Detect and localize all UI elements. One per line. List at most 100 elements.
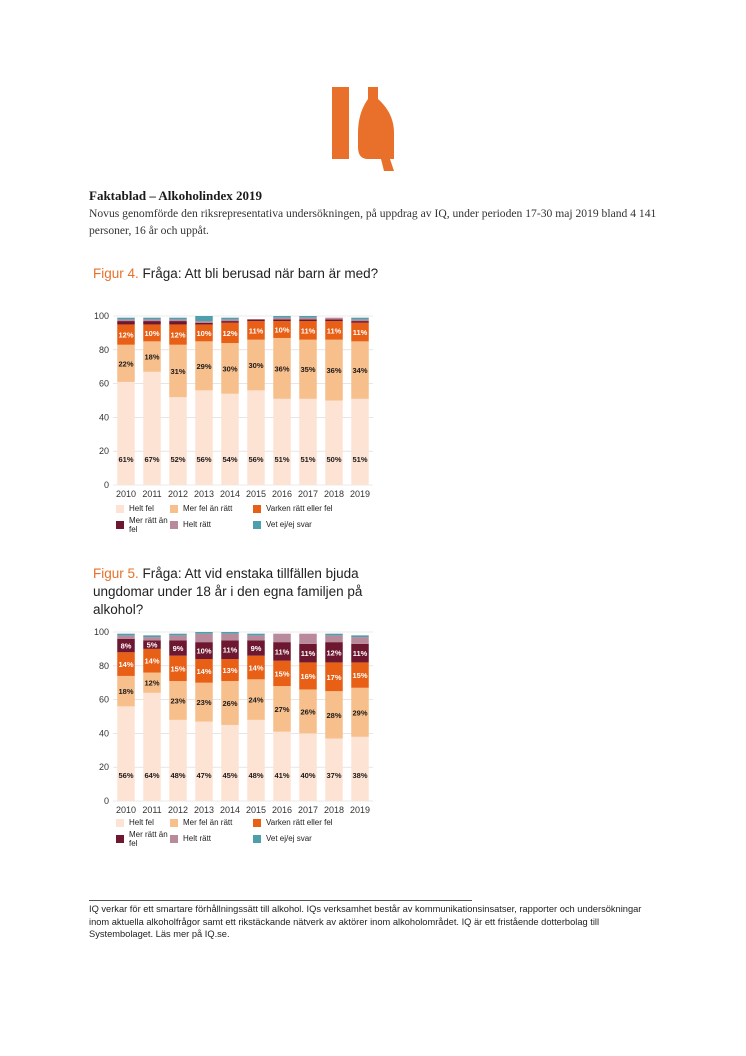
document-intro: Novus genomförde den riksrepresentativa … — [89, 207, 657, 237]
bar-segment — [325, 633, 343, 636]
bar-segment — [221, 321, 239, 323]
data-label: 26% — [300, 707, 315, 716]
bar-segment — [195, 324, 213, 342]
legend-swatch — [116, 818, 124, 827]
bar-segment — [143, 692, 161, 801]
bar-segment — [117, 706, 135, 801]
bar-segment — [273, 633, 291, 643]
data-label: 37% — [326, 771, 341, 780]
data-label: 14% — [144, 657, 159, 666]
bar-segment — [169, 719, 187, 801]
bar-segment — [169, 655, 187, 682]
bar-segment — [117, 652, 135, 676]
bar-segment — [299, 316, 317, 318]
bar-segment — [117, 381, 135, 485]
y-tick-label: 100 — [94, 311, 109, 321]
data-label: 51% — [274, 455, 289, 464]
bar-segment — [143, 371, 161, 485]
bar-segment — [247, 339, 265, 391]
bar-segment — [273, 731, 291, 801]
bar-segment — [221, 317, 239, 320]
figure-5-number: Figur 5. — [93, 566, 139, 581]
data-label: 35% — [300, 365, 315, 374]
bar-segment — [247, 655, 265, 680]
bar-segment — [169, 640, 187, 656]
data-label: 14% — [118, 660, 133, 669]
legend-item: Vet ej/ej svar — [253, 834, 363, 843]
bar-segment — [273, 337, 291, 399]
footer-divider — [89, 900, 472, 901]
x-tick-label: 2011 — [142, 489, 161, 499]
bar-segment — [117, 321, 135, 325]
bar-segment — [195, 633, 213, 643]
bar-segment — [143, 640, 161, 649]
data-label: 12% — [222, 329, 237, 338]
bar-segment — [117, 638, 135, 653]
data-label: 17% — [326, 673, 341, 682]
bar-segment — [325, 738, 343, 801]
data-label: 12% — [326, 648, 341, 657]
data-label: 9% — [173, 644, 184, 653]
y-tick-label: 60 — [99, 695, 109, 705]
bar-segment — [325, 400, 343, 485]
bar-segment — [221, 681, 239, 725]
data-label: 41% — [274, 771, 289, 780]
bar-segment — [247, 679, 265, 720]
bar-segment — [169, 321, 187, 325]
bar-segment — [195, 682, 213, 722]
figure-5-question: Fråga: Att vid enstaka tillfällen bjuda … — [93, 566, 363, 617]
bar-segment — [325, 691, 343, 739]
bar-segment — [117, 317, 135, 320]
bar-segment — [273, 319, 291, 322]
y-tick-label: 40 — [99, 728, 109, 738]
figure-4-legend: Helt fel Mer fel än rätt Varken rätt eller… — [116, 504, 376, 536]
y-tick-label: 80 — [99, 345, 109, 355]
data-label: 26% — [222, 699, 237, 708]
y-tick-label: 60 — [99, 379, 109, 389]
data-label: 51% — [300, 455, 315, 464]
legend-swatch — [253, 818, 261, 827]
data-label: 28% — [326, 711, 341, 720]
bar-segment — [195, 390, 213, 485]
data-label: 10% — [196, 647, 211, 656]
bar-segment — [117, 344, 135, 382]
legend-swatch — [253, 504, 261, 513]
data-label: 67% — [144, 455, 159, 464]
bar-segment — [195, 659, 213, 683]
bar-segment — [351, 635, 369, 638]
bar-segment — [325, 635, 343, 643]
legend-label: Mer rätt än fel — [129, 515, 168, 534]
bar-segment — [143, 648, 161, 673]
bar-segment — [247, 390, 265, 485]
data-label: 47% — [196, 771, 211, 780]
legend-label: Helt fel — [129, 818, 154, 827]
legend-label: Mer rätt än fel — [129, 829, 168, 848]
legend-swatch — [170, 504, 178, 513]
bar-segment — [325, 321, 343, 340]
data-label: 12% — [144, 679, 159, 688]
figure-4-number: Figur 4. — [93, 266, 139, 281]
bar-segment — [221, 659, 239, 682]
legend-label: Mer fel än rätt — [183, 504, 233, 513]
bar-segment — [169, 681, 187, 720]
bar-segment — [273, 642, 291, 661]
x-tick-label: 2016 — [272, 805, 292, 815]
bar-segment — [299, 689, 317, 734]
y-tick-label: 0 — [104, 796, 109, 806]
data-label: 22% — [118, 359, 133, 368]
bar-segment — [169, 319, 187, 322]
bar-segment — [221, 632, 239, 634]
bar-segment — [169, 324, 187, 345]
data-label: 11% — [353, 649, 368, 658]
data-label: 14% — [196, 667, 211, 676]
data-label: 11% — [301, 326, 316, 335]
bar-segment — [143, 317, 161, 320]
bar-segment — [169, 635, 187, 641]
x-tick-label: 2015 — [246, 805, 266, 815]
bar-segment — [351, 321, 369, 323]
data-label: 56% — [248, 455, 263, 464]
x-tick-label: 2018 — [324, 489, 344, 499]
data-label: 23% — [170, 696, 185, 705]
x-tick-label: 2013 — [194, 489, 214, 499]
bar-segment — [351, 319, 369, 322]
